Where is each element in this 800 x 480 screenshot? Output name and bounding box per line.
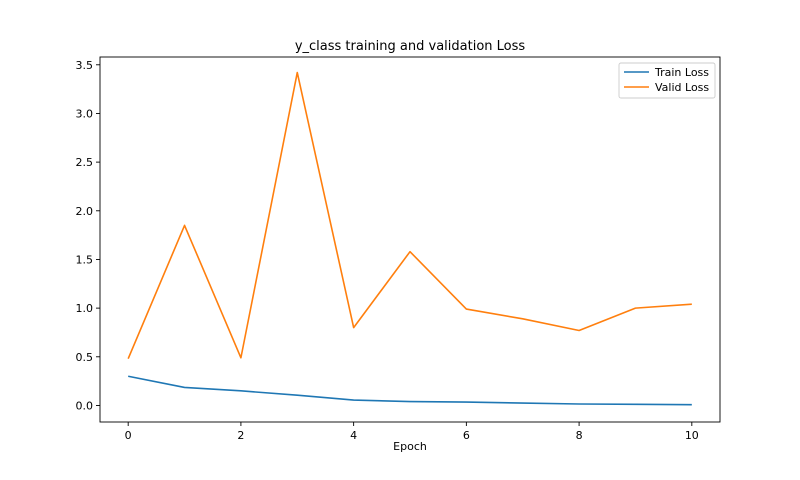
x-axis-label: Epoch	[393, 440, 427, 453]
y-tick-label: 2.0	[76, 205, 94, 218]
y-tick-label: 2.5	[76, 156, 94, 169]
legend-label-train-loss: Train Loss	[654, 66, 709, 79]
x-tick-label: 2	[237, 429, 244, 442]
y-tick-label: 1.5	[76, 253, 94, 266]
y-tick-label: 3.5	[76, 59, 94, 72]
legend-label-valid-loss: Valid Loss	[655, 81, 709, 94]
x-tick-label: 6	[463, 429, 470, 442]
legend: Train Loss Valid Loss	[618, 62, 716, 99]
series-line-valid-loss	[127, 71, 692, 360]
x-tick-label: 0	[125, 429, 132, 442]
chart-title: y_class training and validation Loss	[295, 39, 526, 54]
x-tick-label: 10	[685, 429, 699, 442]
y-tick-label: 1.0	[76, 302, 94, 315]
y-tick-label: 0.0	[76, 399, 94, 412]
x-tick-label: 8	[576, 429, 583, 442]
series-line-train-loss	[128, 375, 692, 406]
y-tick-label: 3.0	[76, 107, 94, 120]
x-axis: 0 2 4 6 8 10	[125, 422, 699, 442]
y-tick-label: 0.5	[76, 351, 94, 364]
plot-frame	[99, 56, 721, 423]
x-tick-label: 4	[350, 429, 357, 442]
plot-area	[99, 56, 721, 423]
y-axis: 0.0 0.5 1.0 1.5 2.0 2.5 3.0 3.5	[76, 59, 100, 412]
